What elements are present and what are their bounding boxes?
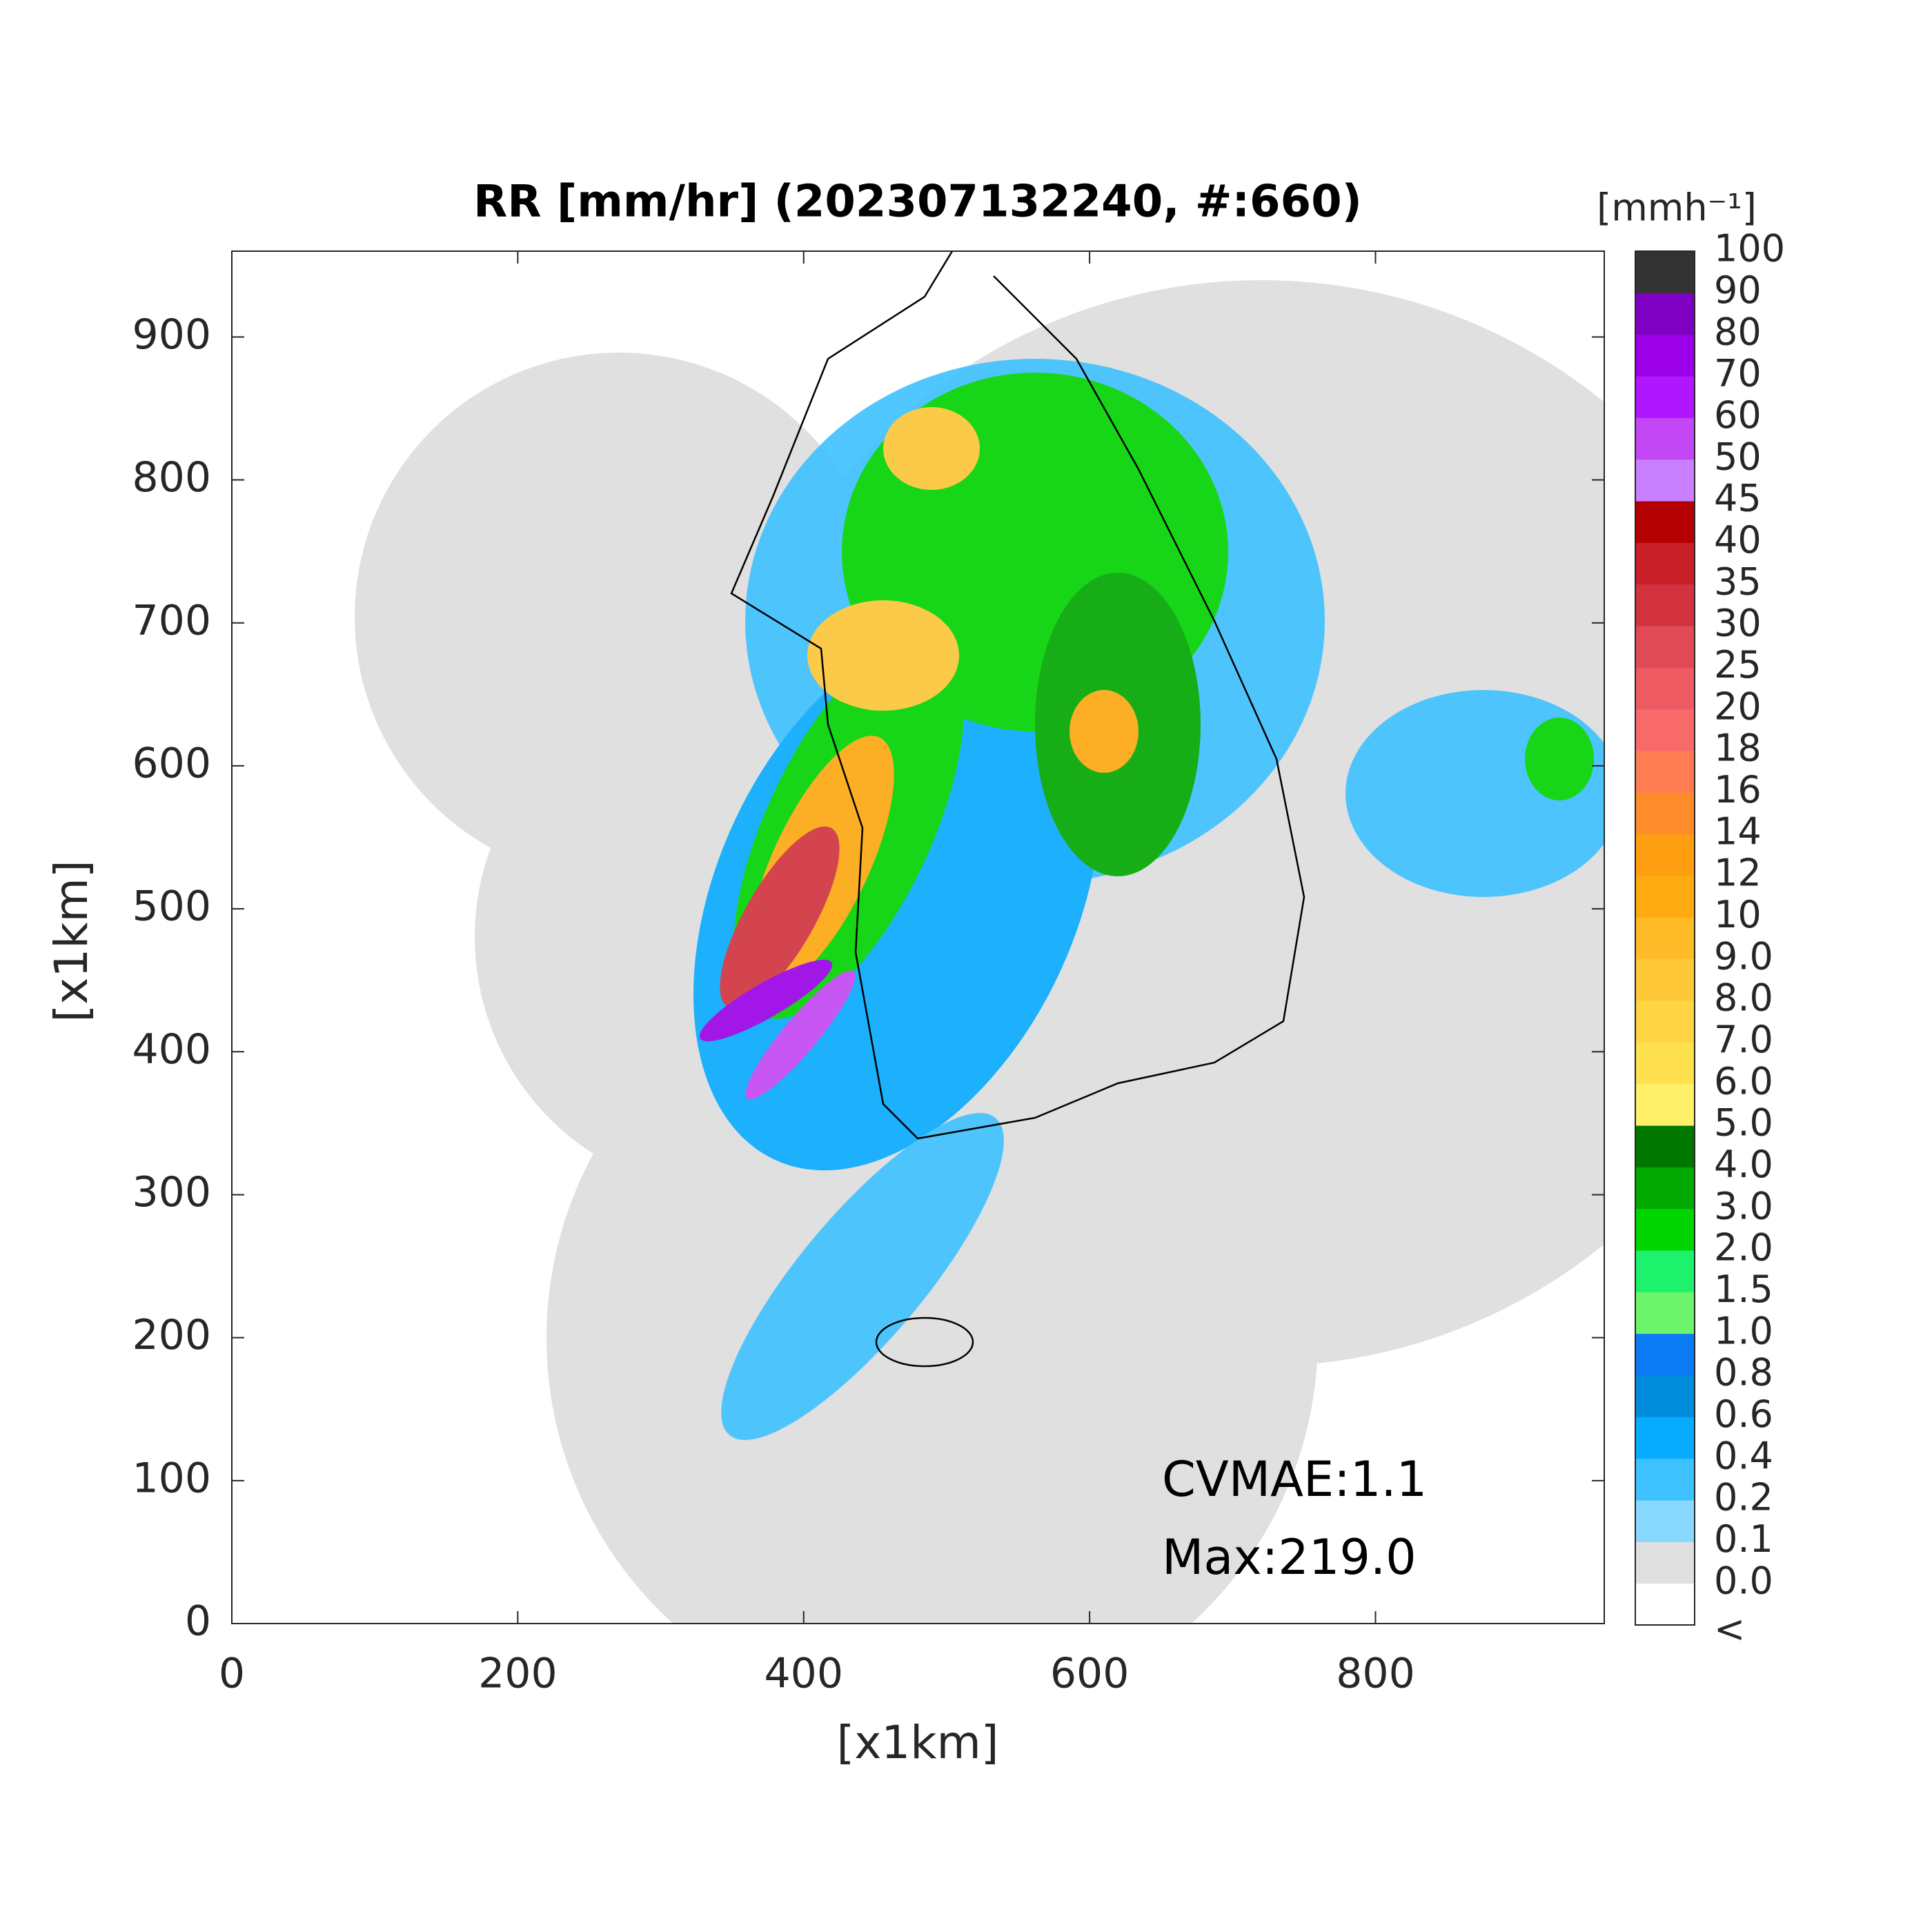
- colorbar-swatch: [1635, 1125, 1695, 1167]
- colorbar-label: 10: [1714, 893, 1762, 936]
- colorbar-swatch: [1635, 667, 1695, 710]
- colorbar-swatch: [1635, 1541, 1695, 1584]
- colorbar-label: 50: [1714, 435, 1762, 478]
- colorbar-label: 9.0: [1714, 934, 1773, 978]
- colorbar-label: 1.0: [1714, 1309, 1773, 1352]
- colorbar-label: 2.0: [1714, 1226, 1773, 1270]
- colorbar-swatch: [1635, 584, 1695, 627]
- y-tick-label: 0: [185, 1597, 211, 1646]
- colorbar-label: 60: [1714, 393, 1762, 437]
- colorbar-swatch: [1635, 709, 1695, 751]
- colorbar-label: 3.0: [1714, 1184, 1773, 1228]
- colorbar-swatch: [1635, 417, 1695, 460]
- colorbar-swatch: [1635, 834, 1695, 876]
- y-tick-label: 400: [132, 1025, 211, 1074]
- colorbar-swatch: [1635, 958, 1695, 1001]
- colorbar-label: 45: [1714, 477, 1762, 520]
- colorbar-label: 35: [1714, 560, 1762, 603]
- colorbar-label: 0.6: [1714, 1392, 1773, 1436]
- colorbar-label: 70: [1714, 352, 1762, 395]
- x-tick-label: 0: [219, 1650, 245, 1698]
- x-tick-label: 600: [1050, 1650, 1130, 1698]
- colorbar-box: [1635, 250, 1695, 1626]
- colorbar-swatch: [1635, 1042, 1695, 1085]
- y-tick-label: 700: [132, 596, 211, 644]
- y-tick-label: 800: [132, 453, 211, 502]
- colorbar-label: 30: [1714, 602, 1762, 645]
- radar-field: [355, 251, 1604, 1624]
- colorbar-label: 4.0: [1714, 1143, 1773, 1186]
- colorbar-swatch: [1635, 792, 1695, 835]
- colorbar-swatch: [1635, 542, 1695, 585]
- colorbar-label: 0.8: [1714, 1351, 1773, 1394]
- colorbar-swatch: [1635, 917, 1695, 960]
- y-axis-label: [x1km]: [45, 860, 98, 1022]
- colorbar-swatch: [1635, 1417, 1695, 1459]
- colorbar-label: 0.1: [1714, 1517, 1773, 1561]
- colorbar-label: 20: [1714, 684, 1762, 728]
- y-tick-label: 900: [132, 310, 211, 359]
- annotation: CVMAE:1.1: [1162, 1451, 1427, 1508]
- colorbar-swatch: [1635, 293, 1695, 335]
- colorbar-label: 90: [1714, 268, 1762, 312]
- colorbar-label: 16: [1714, 768, 1762, 811]
- colorbar-label: 6.0: [1714, 1059, 1773, 1103]
- colorbar-title: [mmh⁻¹]: [1597, 186, 1757, 230]
- colorbar-swatch: [1635, 1250, 1695, 1292]
- colorbar-swatch: [1635, 626, 1695, 668]
- y-tick-label: 300: [132, 1168, 211, 1216]
- chart-title: RR [mm/hr] (202307132240, #:660): [473, 177, 1362, 228]
- colorbar-swatch: [1635, 1292, 1695, 1334]
- colorbar-label: 40: [1714, 518, 1762, 562]
- colorbar-label: 100: [1714, 227, 1785, 270]
- x-axis-label: [x1km]: [836, 1716, 998, 1769]
- colorbar-swatch: [1635, 1375, 1695, 1417]
- annotation: Max:219.0: [1162, 1529, 1417, 1586]
- y-tick-label: 200: [132, 1311, 211, 1359]
- colorbar-label: 1.5: [1714, 1268, 1773, 1311]
- colorbar-swatch: [1635, 501, 1695, 543]
- colorbar-swatch: [1635, 459, 1695, 502]
- colorbar-swatch: [1635, 876, 1695, 918]
- y-tick-label: 100: [132, 1454, 211, 1502]
- colorbar-swatch: [1635, 376, 1695, 418]
- y-tick-label: 500: [132, 883, 211, 931]
- colorbar-label: 8.0: [1714, 976, 1773, 1020]
- y-tick-label: 600: [132, 739, 211, 787]
- axes-box: [231, 250, 1605, 1624]
- colorbar-swatch: [1635, 251, 1695, 293]
- colorbar-label: 12: [1714, 851, 1762, 895]
- colorbar-label: 14: [1714, 809, 1762, 853]
- colorbar-swatch: [1635, 1000, 1695, 1043]
- colorbar-swatch: [1635, 1500, 1695, 1542]
- colorbar-label: 0.4: [1714, 1434, 1773, 1477]
- colorbar-label: 0.2: [1714, 1476, 1773, 1519]
- colorbar-label: 25: [1714, 643, 1762, 687]
- colorbar-label: 80: [1714, 310, 1762, 353]
- colorbar-swatch: [1635, 1458, 1695, 1501]
- x-tick-label: 200: [478, 1650, 558, 1698]
- colorbar-swatch: [1635, 1583, 1695, 1626]
- colorbar-label: 18: [1714, 727, 1762, 770]
- colorbar-label: 7.0: [1714, 1018, 1773, 1061]
- colorbar-label: 5.0: [1714, 1101, 1773, 1145]
- colorbar-swatch: [1635, 1083, 1695, 1126]
- x-tick-label: 800: [1336, 1650, 1415, 1698]
- x-tick-label: 400: [764, 1650, 843, 1698]
- colorbar-swatch: [1635, 1333, 1695, 1376]
- colorbar-swatch: [1635, 1167, 1695, 1210]
- colorbar-label: <: [1714, 1608, 1745, 1651]
- colorbar-swatch: [1635, 1208, 1695, 1251]
- colorbar-swatch: [1635, 751, 1695, 793]
- colorbar-label: 0.0: [1714, 1559, 1773, 1602]
- colorbar-swatch: [1635, 334, 1695, 377]
